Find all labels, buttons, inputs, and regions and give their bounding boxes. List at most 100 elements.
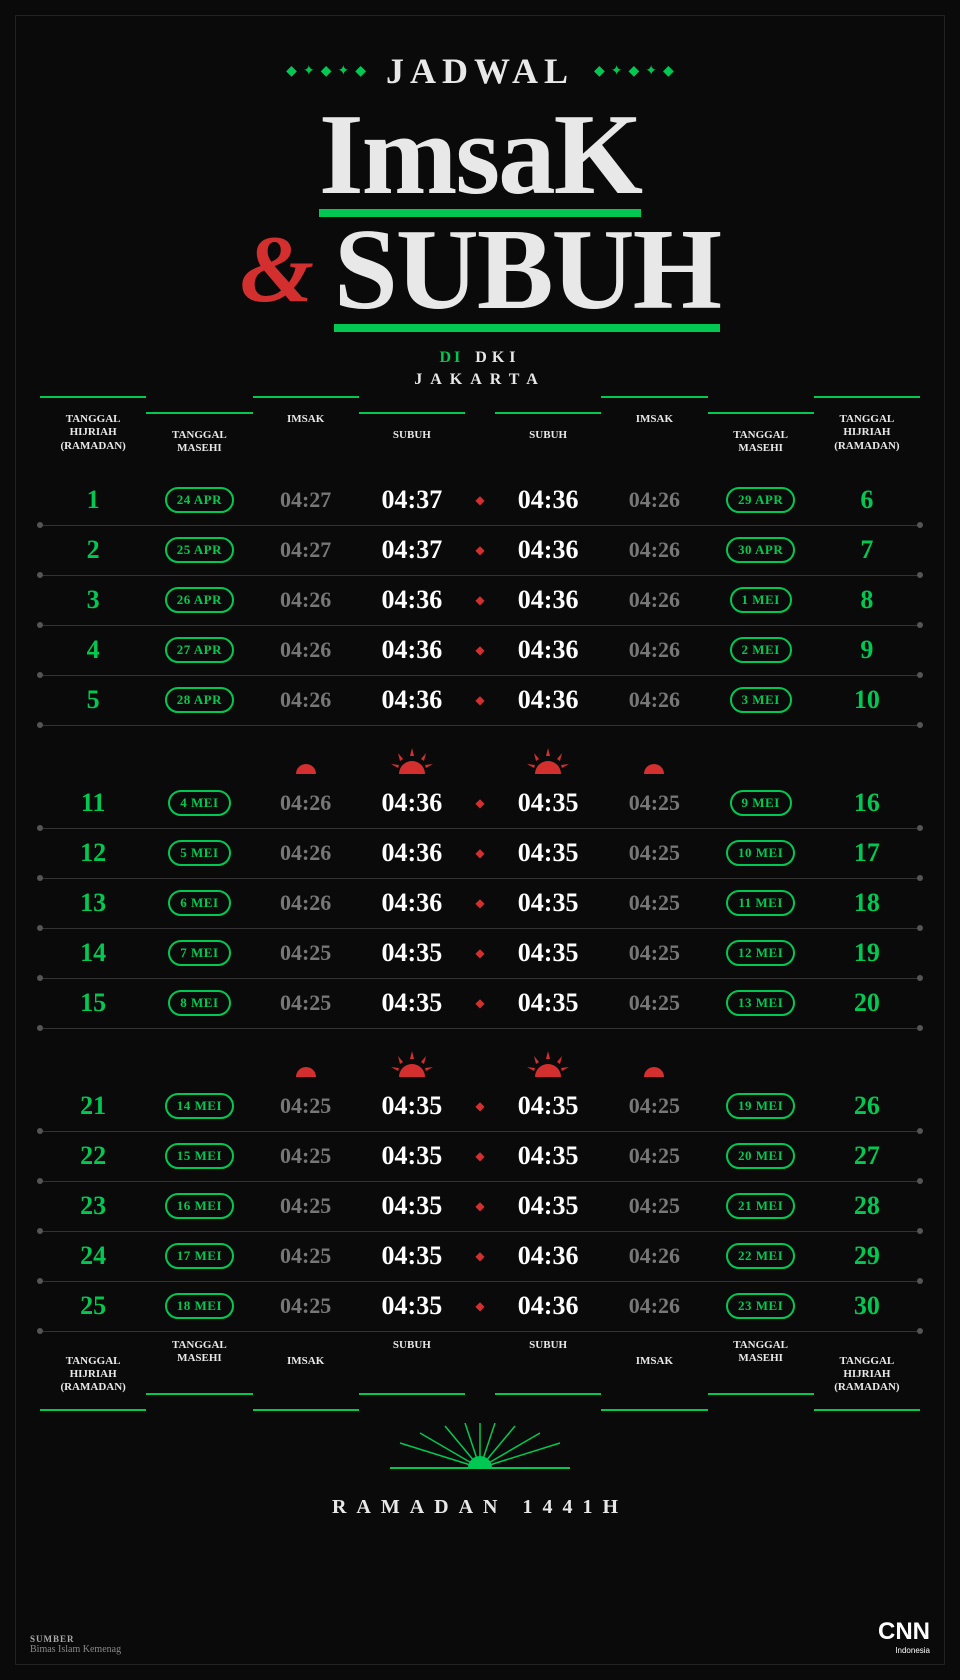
sun-divider bbox=[40, 734, 920, 779]
subuh-left: 04:35 bbox=[359, 1191, 465, 1221]
imsak-left: 04:26 bbox=[253, 840, 359, 866]
masehi-right: 1 MEI bbox=[708, 587, 814, 613]
loc-city: JAKARTA bbox=[30, 371, 930, 389]
subuh-left: 04:36 bbox=[359, 838, 465, 868]
table-row: 326 APR04:2604:36◆04:3604:261 MEI8 bbox=[40, 576, 920, 626]
sun-big-icon bbox=[359, 746, 465, 779]
masehi-left: 18 MEI bbox=[146, 1293, 252, 1319]
subuh-left: 04:36 bbox=[359, 685, 465, 715]
table-row: 114 MEI04:2604:36◆04:3504:259 MEI16 bbox=[40, 779, 920, 829]
center-diamond-icon: ◆ bbox=[465, 996, 495, 1011]
imsak-left: 04:26 bbox=[253, 687, 359, 713]
imsak-right: 04:25 bbox=[601, 890, 707, 916]
title-imsak: ImsaK bbox=[319, 100, 641, 209]
masehi-right: 29 APR bbox=[708, 487, 814, 513]
imsak-left: 04:27 bbox=[253, 537, 359, 563]
cnn-logo: CNN Indonesia bbox=[878, 1618, 930, 1655]
masehi-left: 8 MEI bbox=[146, 990, 252, 1016]
col-subuh-left: SUBUH bbox=[359, 412, 465, 484]
imsak-left: 04:26 bbox=[253, 890, 359, 916]
loc-dki: DKI bbox=[475, 349, 520, 366]
imsak-right: 04:26 bbox=[601, 1293, 707, 1319]
hijriah-left: 5 bbox=[40, 685, 146, 715]
sun-big-icon bbox=[359, 1049, 465, 1082]
masehi-right: 9 MEI bbox=[708, 790, 814, 816]
hijriah-left: 15 bbox=[40, 988, 146, 1018]
ampersand: & bbox=[240, 214, 314, 324]
hijriah-right: 6 bbox=[814, 485, 920, 515]
col-hijriah-left-b: TANGGAL HIJRIAH (RAMADAN) bbox=[40, 1340, 146, 1412]
col-masehi-right: TANGGAL MASEHI bbox=[708, 412, 814, 484]
hijriah-right: 17 bbox=[814, 838, 920, 868]
hijriah-right: 28 bbox=[814, 1191, 920, 1221]
hijriah-left: 12 bbox=[40, 838, 146, 868]
schedule-block: 114 MEI04:2604:36◆04:3504:259 MEI16125 M… bbox=[40, 779, 920, 1029]
imsak-left: 04:25 bbox=[253, 1243, 359, 1269]
masehi-right: 20 MEI bbox=[708, 1143, 814, 1169]
subuh-right: 04:35 bbox=[495, 1141, 601, 1171]
subuh-right: 04:36 bbox=[495, 1241, 601, 1271]
col-imsak-left-b: IMSAK bbox=[253, 1340, 359, 1412]
subuh-right: 04:35 bbox=[495, 1191, 601, 1221]
subuh-right: 04:35 bbox=[495, 988, 601, 1018]
col-hijriah-right-b: TANGGAL HIJRIAH (RAMADAN) bbox=[814, 1340, 920, 1412]
hijriah-right: 9 bbox=[814, 635, 920, 665]
location: DI DKI JAKARTA bbox=[30, 349, 930, 389]
subuh-left: 04:35 bbox=[359, 1091, 465, 1121]
subuh-right: 04:35 bbox=[495, 788, 601, 818]
masehi-left: 7 MEI bbox=[146, 940, 252, 966]
masehi-left: 27 APR bbox=[146, 637, 252, 663]
center-diamond-icon: ◆ bbox=[465, 1099, 495, 1114]
hijriah-left: 13 bbox=[40, 888, 146, 918]
hijriah-right: 26 bbox=[814, 1091, 920, 1121]
masehi-left: 6 MEI bbox=[146, 890, 252, 916]
table-row: 2114 MEI04:2504:35◆04:3504:2519 MEI26 bbox=[40, 1082, 920, 1132]
center-diamond-icon: ◆ bbox=[465, 543, 495, 558]
column-headers-bottom: TANGGAL HIJRIAH (RAMADAN) TANGGAL MASEHI… bbox=[40, 1332, 920, 1404]
header: ◆✦◆✦◆ JADWAL ◆✦◆✦◆ ImsaK & SUBUH bbox=[30, 50, 930, 324]
masehi-right: 19 MEI bbox=[708, 1093, 814, 1119]
hijriah-right: 27 bbox=[814, 1141, 920, 1171]
source-label: SUMBER bbox=[30, 1634, 121, 1644]
imsak-right: 04:25 bbox=[601, 1093, 707, 1119]
subuh-left: 04:35 bbox=[359, 1291, 465, 1321]
masehi-left: 15 MEI bbox=[146, 1143, 252, 1169]
subuh-left: 04:36 bbox=[359, 585, 465, 615]
hijriah-right: 10 bbox=[814, 685, 920, 715]
masehi-right: 23 MEI bbox=[708, 1293, 814, 1319]
masehi-right: 10 MEI bbox=[708, 840, 814, 866]
footer-text: RAMADAN 1441H bbox=[30, 1496, 930, 1519]
col-imsak-right-b: IMSAK bbox=[601, 1340, 707, 1412]
center-diamond-icon: ◆ bbox=[465, 1149, 495, 1164]
col-subuh-right-b: SUBUH bbox=[495, 1324, 601, 1396]
sun-big-icon bbox=[495, 746, 601, 779]
masehi-left: 24 APR bbox=[146, 487, 252, 513]
col-subuh-right: SUBUH bbox=[495, 412, 601, 484]
center-diamond-icon: ◆ bbox=[465, 1299, 495, 1314]
masehi-right: 21 MEI bbox=[708, 1193, 814, 1219]
subuh-right: 04:36 bbox=[495, 535, 601, 565]
subuh-left: 04:36 bbox=[359, 888, 465, 918]
subuh-right: 04:36 bbox=[495, 685, 601, 715]
col-masehi-left-b: TANGGAL MASEHI bbox=[146, 1324, 252, 1396]
hijriah-right: 8 bbox=[814, 585, 920, 615]
imsak-right: 04:25 bbox=[601, 790, 707, 816]
table-row: 136 MEI04:2604:36◆04:3504:2511 MEI18 bbox=[40, 879, 920, 929]
loc-di: DI bbox=[439, 349, 463, 366]
masehi-left: 16 MEI bbox=[146, 1193, 252, 1219]
masehi-right: 11 MEI bbox=[708, 890, 814, 916]
hijriah-left: 14 bbox=[40, 938, 146, 968]
imsak-left: 04:26 bbox=[253, 637, 359, 663]
schedule-block: 2114 MEI04:2504:35◆04:3504:2519 MEI26221… bbox=[40, 1082, 920, 1332]
center-diamond-icon: ◆ bbox=[465, 593, 495, 608]
center-diamond-icon: ◆ bbox=[465, 1249, 495, 1264]
imsak-left: 04:25 bbox=[253, 1293, 359, 1319]
sun-small-icon bbox=[253, 754, 359, 779]
masehi-left: 17 MEI bbox=[146, 1243, 252, 1269]
col-masehi-left: TANGGAL MASEHI bbox=[146, 412, 252, 484]
hijriah-right: 30 bbox=[814, 1291, 920, 1321]
table-row: 2417 MEI04:2504:35◆04:3604:2622 MEI29 bbox=[40, 1232, 920, 1282]
imsak-left: 04:25 bbox=[253, 1193, 359, 1219]
imsak-left: 04:26 bbox=[253, 587, 359, 613]
hijriah-left: 4 bbox=[40, 635, 146, 665]
